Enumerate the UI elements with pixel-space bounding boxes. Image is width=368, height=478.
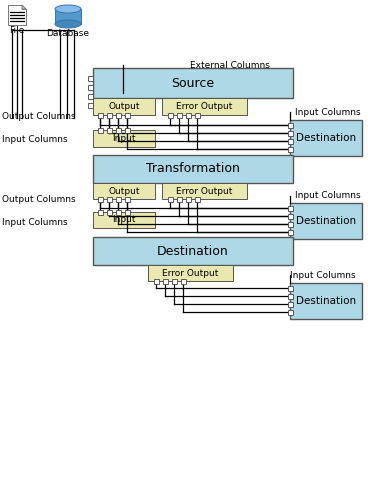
Bar	[177, 112, 181, 118]
Text: Destination: Destination	[157, 245, 229, 258]
Bar	[93, 237, 293, 265]
Bar	[124, 196, 130, 202]
Bar	[98, 196, 103, 202]
Bar	[287, 214, 293, 218]
Ellipse shape	[55, 20, 81, 28]
Text: Input Columns: Input Columns	[295, 108, 361, 117]
Text: Error Output: Error Output	[176, 102, 233, 111]
Bar	[93, 155, 293, 183]
Text: File: File	[9, 25, 25, 34]
Bar	[98, 128, 103, 132]
Bar	[116, 196, 120, 202]
Bar	[287, 221, 293, 227]
Bar	[167, 112, 173, 118]
Bar	[148, 265, 233, 281]
Text: Source: Source	[171, 76, 215, 89]
Text: Error Output: Error Output	[162, 269, 219, 278]
Bar	[88, 102, 92, 108]
Bar	[98, 112, 103, 118]
Bar	[287, 130, 293, 135]
Text: Database: Database	[46, 29, 89, 37]
Bar	[116, 112, 120, 118]
Bar	[195, 112, 199, 118]
Bar	[185, 196, 191, 202]
Bar	[106, 196, 112, 202]
Bar	[290, 203, 362, 239]
Bar	[93, 98, 155, 115]
Bar	[287, 122, 293, 128]
Bar	[180, 279, 185, 283]
Text: Input Columns: Input Columns	[290, 271, 355, 280]
Bar	[153, 279, 159, 283]
Text: Transformation: Transformation	[146, 163, 240, 175]
Bar	[88, 76, 92, 80]
Bar	[106, 128, 112, 132]
Bar	[195, 196, 199, 202]
Text: External Columns: External Columns	[190, 61, 270, 69]
Bar	[88, 85, 92, 89]
Bar	[287, 139, 293, 143]
Ellipse shape	[55, 5, 81, 13]
Bar	[162, 98, 247, 115]
Text: Input: Input	[112, 216, 136, 225]
Bar	[93, 212, 155, 228]
Bar	[124, 112, 130, 118]
Text: Input: Input	[112, 134, 136, 143]
Text: Input Columns: Input Columns	[2, 217, 68, 227]
Polygon shape	[22, 5, 26, 9]
Text: Destination: Destination	[296, 216, 356, 226]
Text: Output: Output	[108, 186, 140, 196]
Text: Input Columns: Input Columns	[295, 192, 361, 200]
Text: Destination: Destination	[296, 296, 356, 306]
Bar	[93, 130, 155, 147]
Bar	[177, 196, 181, 202]
Text: Output Columns: Output Columns	[2, 111, 76, 120]
Bar	[167, 196, 173, 202]
Bar	[290, 120, 362, 156]
Bar	[93, 68, 293, 98]
Bar	[287, 229, 293, 235]
Bar	[106, 209, 112, 215]
Bar	[287, 146, 293, 152]
Bar	[287, 293, 293, 298]
Bar	[287, 309, 293, 315]
Bar	[287, 302, 293, 306]
Bar	[55, 9, 81, 24]
Text: Output: Output	[108, 102, 140, 111]
Bar	[106, 112, 112, 118]
Bar	[162, 183, 247, 199]
Bar	[116, 209, 120, 215]
Bar	[98, 209, 103, 215]
Bar	[93, 183, 155, 199]
Bar	[287, 285, 293, 291]
Bar	[287, 206, 293, 210]
Bar	[290, 283, 362, 319]
Bar	[88, 94, 92, 98]
Bar	[124, 209, 130, 215]
Bar	[116, 128, 120, 132]
Bar	[163, 279, 167, 283]
Text: Input Columns: Input Columns	[2, 135, 68, 144]
Text: Error Output: Error Output	[176, 186, 233, 196]
Bar	[185, 112, 191, 118]
Bar	[124, 128, 130, 132]
Polygon shape	[8, 5, 26, 25]
Text: Destination: Destination	[296, 133, 356, 143]
Text: Output Columns: Output Columns	[2, 196, 76, 205]
Bar	[171, 279, 177, 283]
